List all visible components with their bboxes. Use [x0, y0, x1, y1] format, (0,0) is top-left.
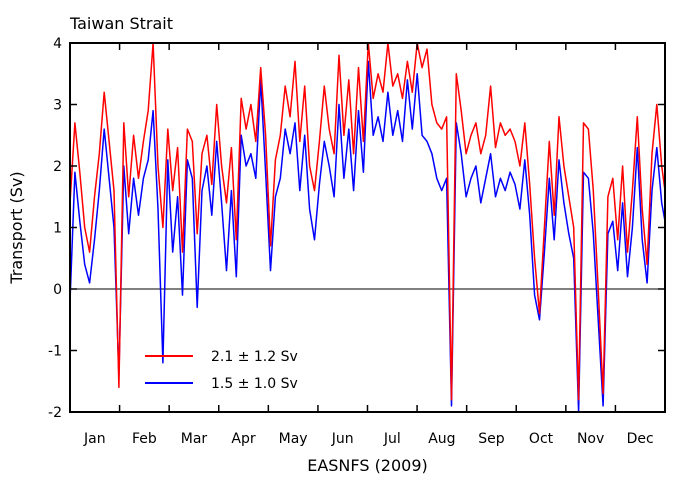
y-tick-label: 4: [53, 36, 62, 52]
series-line-blue: [69, 60, 666, 413]
y-tick-label: 1: [53, 221, 62, 237]
y-tick-label: -1: [48, 344, 62, 360]
legend-label-blue-series: 1.5 ± 1.0 Sv: [211, 376, 298, 392]
x-tick-label: Apr: [231, 431, 255, 447]
x-tick-label: Feb: [132, 431, 157, 447]
y-tick-label: 2: [53, 159, 62, 175]
legend-label-red-series: 2.1 ± 1.2 Sv: [211, 349, 298, 365]
x-tick-label: Jun: [331, 431, 354, 447]
x-tick-label: Oct: [529, 431, 554, 447]
x-tick-label: Jul: [383, 431, 401, 447]
y-axis-label: Transport (Sv): [7, 171, 26, 284]
x-tick-label: Sep: [478, 431, 505, 447]
x-tick-label: May: [279, 431, 308, 447]
legend: 2.1 ± 1.2 Sv 1.5 ± 1.0 Sv: [145, 349, 298, 392]
x-tick-label: Nov: [577, 431, 604, 447]
x-tick-label: Jan: [83, 431, 106, 447]
axis-ticks: -2 -1 0 1 2 3 4 Jan Feb Mar Apr May Jun Jul Aug Sep Oct N…: [48, 36, 666, 447]
y-tick-label: -2: [48, 405, 62, 421]
series-line-red: [69, 42, 666, 401]
chart-title: Taiwan Strait: [69, 14, 173, 33]
x-tick-label: Aug: [428, 431, 455, 447]
x-tick-label: Dec: [627, 431, 654, 447]
y-tick-label: 0: [53, 282, 62, 298]
x-tick-label: Mar: [181, 431, 208, 447]
x-axis-label: EASNFS (2009): [307, 456, 428, 475]
y-tick-label: 3: [53, 98, 62, 114]
